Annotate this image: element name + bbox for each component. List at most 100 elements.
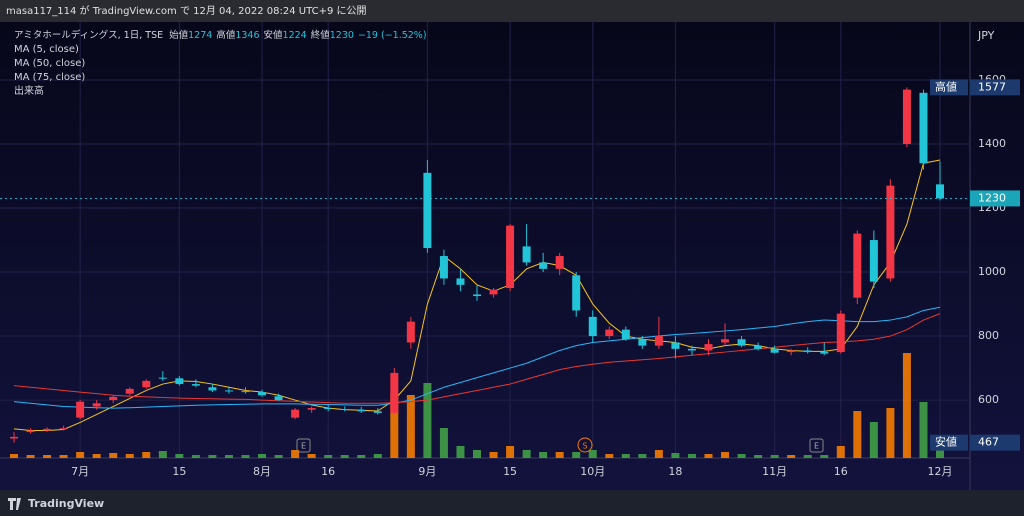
- svg-text:S: S: [582, 442, 587, 451]
- candle-body: [737, 339, 746, 346]
- candle-body: [390, 372, 399, 413]
- volume-bar: [803, 455, 812, 458]
- volume-bar: [820, 455, 829, 458]
- volume-bar: [787, 455, 796, 458]
- volume-bar: [274, 455, 283, 458]
- candle-body: [489, 289, 498, 295]
- candle-body: [191, 384, 200, 386]
- candle-body: [43, 428, 52, 431]
- price-tag: 1577: [978, 80, 1006, 93]
- candle-layer: [10, 87, 944, 443]
- legend-entry: MA (5, close): [14, 44, 79, 55]
- candle-body: [588, 316, 597, 337]
- candle-body: [142, 380, 151, 388]
- candle-body: [125, 388, 134, 394]
- volume-bar: [59, 455, 68, 458]
- candle-body: [59, 428, 68, 430]
- candle-body: [572, 275, 581, 311]
- candle-body: [770, 348, 779, 353]
- tag-bg: [970, 79, 1020, 96]
- volume-bar: [853, 411, 862, 458]
- volume-bar: [208, 455, 217, 458]
- candle-body: [902, 89, 911, 145]
- candle-body: [406, 321, 415, 343]
- price-tags: 高値 1577 1230 安値 467: [930, 79, 1020, 451]
- ohlc-value: 1230: [330, 30, 354, 41]
- tag-label: 高値: [935, 79, 957, 93]
- volume-bar: [76, 452, 85, 458]
- volume-bar: [10, 454, 18, 458]
- ohlc-label: 安値: [264, 29, 284, 41]
- candle-body: [175, 378, 184, 385]
- volume-bar: [456, 446, 465, 458]
- ohlc-label: 高値: [216, 29, 236, 41]
- candle-body: [324, 408, 333, 410]
- x-tick-label: 12月: [928, 465, 953, 478]
- candle-body: [109, 396, 118, 401]
- candle-body: [605, 329, 614, 337]
- volume-bar: [92, 454, 101, 458]
- volume-bar: [721, 452, 730, 458]
- volume-bar: [754, 455, 763, 458]
- ma-line: [13, 159, 941, 431]
- candle-body: [423, 172, 432, 249]
- volume-bar: [423, 383, 432, 458]
- volume-bar: [869, 422, 878, 458]
- legend-entry: MA (75, close): [14, 72, 85, 83]
- ohlc-value: 1274: [188, 30, 212, 41]
- volume-bar: [555, 452, 564, 458]
- candle-body: [439, 256, 448, 279]
- volume-bar: [224, 455, 233, 458]
- candle-body: [506, 225, 515, 289]
- candle-body: [456, 278, 465, 285]
- candle-body: [936, 184, 944, 199]
- volume-bar: [26, 455, 35, 458]
- ma-line: [13, 306, 941, 409]
- candle-body: [721, 339, 730, 343]
- candle-body: [704, 344, 713, 351]
- volume-bar: [671, 453, 680, 458]
- volume-bar: [109, 453, 118, 458]
- volume-bar: [340, 455, 349, 458]
- x-tick-label: 11月: [762, 465, 787, 478]
- candle-body: [357, 409, 366, 412]
- volume-bar: [506, 446, 515, 458]
- candle-body: [919, 92, 928, 164]
- header: masa117_114 が TradingView.com で 12月 04, …: [6, 4, 367, 17]
- volume-bar: [175, 454, 184, 458]
- candle-body: [10, 436, 18, 439]
- volume-bar: [291, 450, 300, 458]
- volume-bar: [621, 454, 630, 458]
- candle-body: [208, 387, 217, 391]
- x-tick-label: 16: [321, 465, 335, 478]
- ohlc-value: 1224: [283, 30, 307, 41]
- candle-body: [539, 262, 548, 269]
- volume-bar: [439, 428, 448, 458]
- candle-body: [687, 348, 696, 351]
- volume-bar: [936, 444, 944, 458]
- candle-body: [340, 409, 349, 411]
- candle-body: [803, 350, 812, 353]
- ma-line: [13, 313, 941, 404]
- volume-bar: [241, 455, 250, 458]
- candle-body: [26, 430, 35, 433]
- volume-bar: [605, 454, 614, 458]
- candle-body: [258, 392, 267, 396]
- volume-bar: [357, 455, 366, 458]
- x-tick-label: 15: [172, 465, 186, 478]
- volume-bar: [489, 452, 498, 458]
- candle-body: [307, 408, 316, 410]
- volume-bar: [836, 446, 845, 458]
- legend-entry: 出来高: [14, 84, 44, 97]
- event-badge: S: [577, 437, 593, 453]
- volume-layer: [10, 353, 944, 458]
- x-tick-label: 15: [503, 465, 517, 478]
- x-tick-label: 7月: [71, 465, 89, 478]
- tag-bg: [930, 79, 968, 96]
- volume-bar: [886, 408, 895, 458]
- volume-bar: [654, 450, 663, 458]
- candle-body: [224, 390, 233, 392]
- volume-bar: [770, 455, 779, 458]
